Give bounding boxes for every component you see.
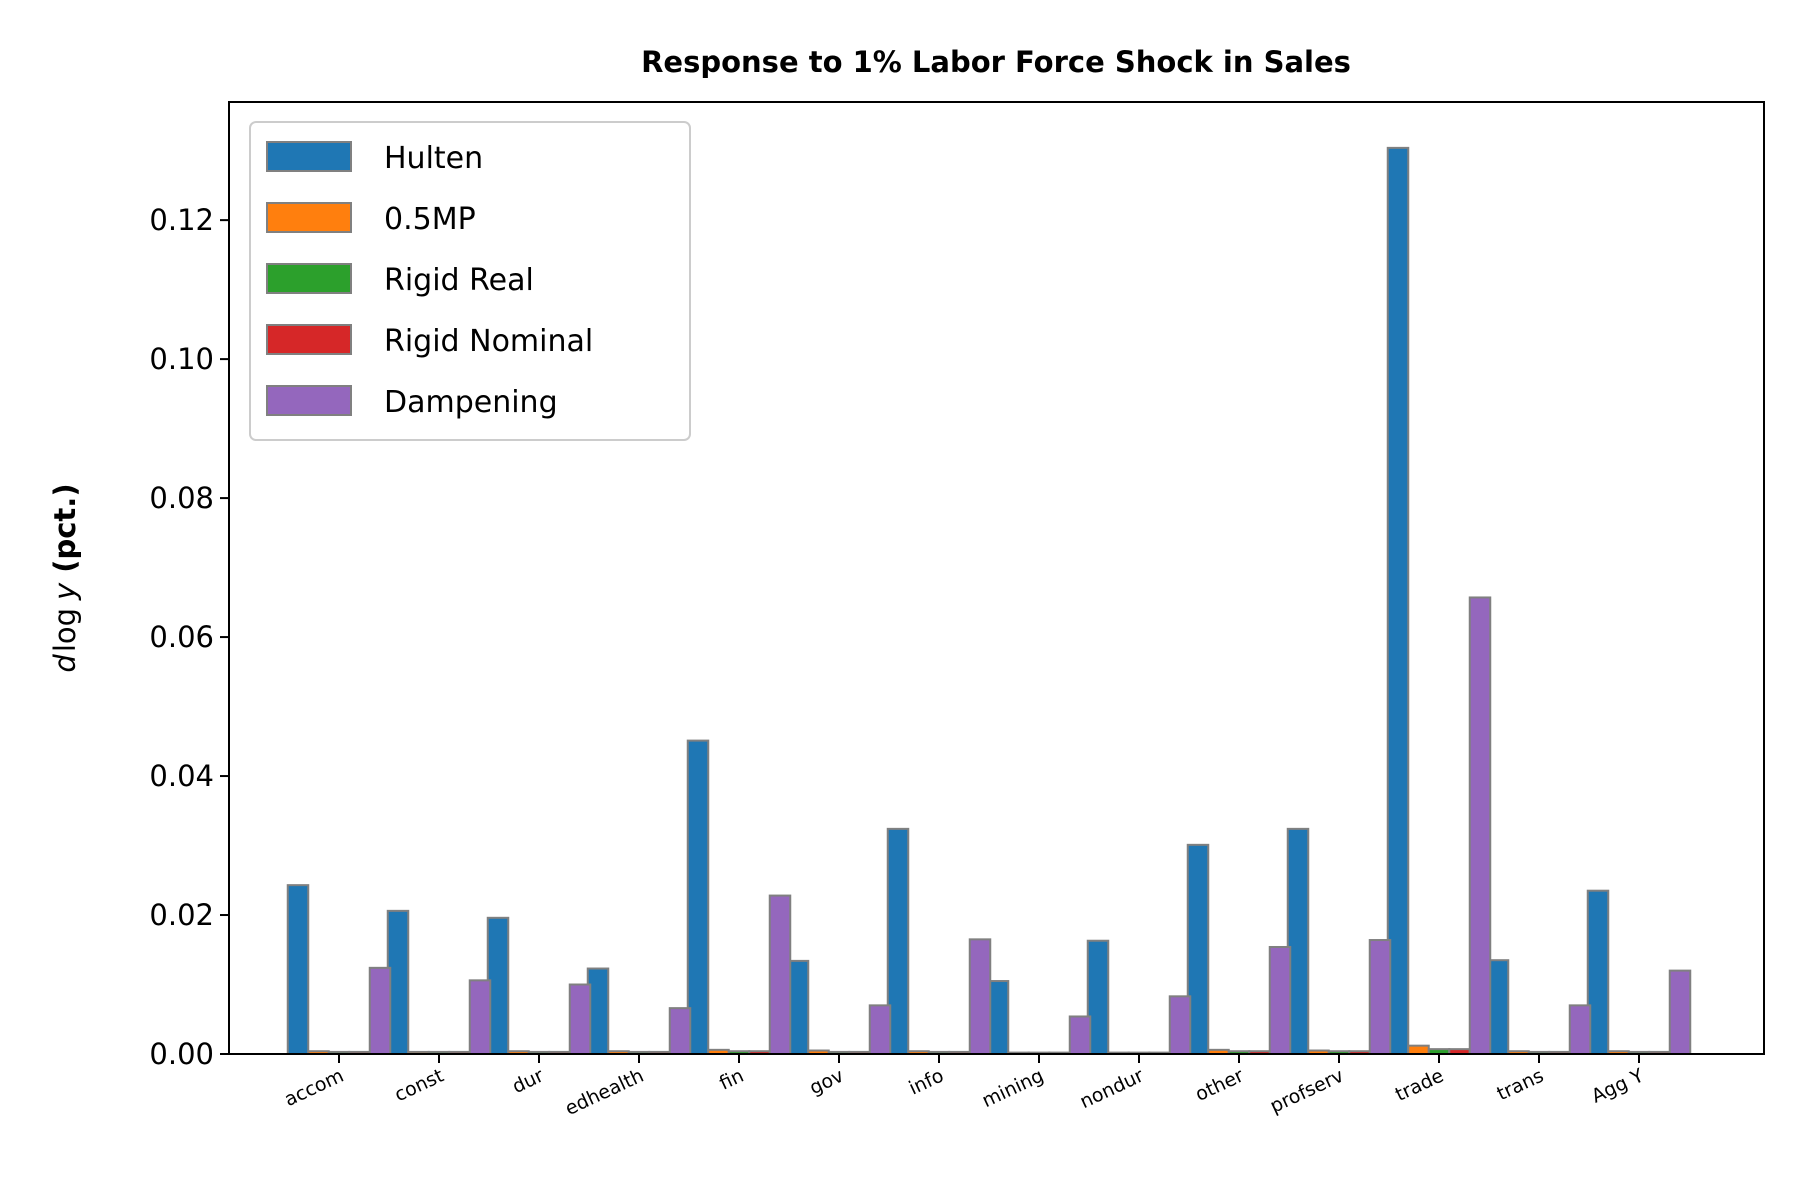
x-axis: accom const dur edhealth fin gov info mining non… [281,1054,1647,1120]
bar-dampening-dur [568,983,592,1055]
y-tick-label: 0.10 [149,342,214,376]
bar-hulten-accom [286,884,310,1055]
x-tick-label: other [1192,1065,1247,1106]
plot-area [286,146,1692,1056]
x-tick-label: trade [1392,1065,1447,1106]
y-tick-label: 0.08 [149,481,214,515]
bar-dampening-nondur [1168,995,1192,1056]
x-tick-label: nondur [1077,1065,1148,1114]
x-tick-label: const [391,1065,447,1107]
y-tick-label: 0.06 [149,620,214,654]
x-tick-label: info [906,1065,948,1100]
y-label-var: y [48,582,82,601]
legend-label: Dampening [384,385,558,420]
legend-swatch [266,202,352,233]
bar-dampening-profserv [1368,939,1392,1056]
y-tick-label: 0.02 [149,898,214,932]
bar-hulten-fin [686,739,710,1055]
bar-dampening-other [1268,945,1292,1056]
x-tick-label: mining [979,1065,1047,1113]
x-tick-label: gov [806,1065,847,1100]
legend-label: Hulten [384,141,483,176]
x-tick-label: edhealth [562,1065,647,1120]
bar-dampening-trans [1568,1004,1592,1055]
x-tick-label: profserv [1267,1065,1347,1118]
bar-dampening-mining [1068,1015,1092,1055]
axes-frame [228,101,1765,1055]
x-tick-label: accom [281,1065,347,1111]
legend-label: Rigid Real [384,263,534,298]
x-tick-label: Agg Y [1588,1064,1647,1107]
x-tick-label: trans [1494,1065,1548,1106]
bar-dampening-info [968,938,992,1056]
legend-swatch [266,385,352,416]
legend-swatch [266,141,352,172]
bar-dampening-const [468,979,492,1056]
legend: Hulten 0.5MP Rigid Real Rigid Nominal Dampen… [249,121,691,441]
y-label-unit: (pct.) [48,483,82,572]
chart-title: Response to 1% Labor Force Shock in Sale… [641,45,1351,79]
legend-swatch [266,263,352,294]
bar-hulten-trade [1386,146,1410,1055]
bar-dampening-trade [1468,596,1492,1055]
y-tick-label: 0.12 [149,203,214,237]
bar-dampening-agg-y [1668,969,1692,1056]
x-tick-label: dur [509,1065,547,1099]
legend-label: 0.5MP [384,202,476,237]
legend-box [249,121,691,441]
y-axis-label: d log y (pct.) [48,483,82,672]
y-label-d: d [48,654,82,673]
legend-swatch [266,324,352,355]
x-tick-label: fin [716,1065,747,1095]
bar-dampening-fin [768,894,792,1055]
y-axis: 0.00 0.02 0.04 0.06 0.08 0.10 0.12 [149,203,229,1071]
bar-dampening-gov [868,1004,892,1055]
bar-dampening-edhealth [668,1007,692,1055]
bar-0-5mp-trade [1407,1044,1430,1055]
y-tick-label: 0.04 [149,759,214,793]
legend-label: Rigid Nominal [384,324,593,359]
bar-dampening-accom [368,966,392,1055]
y-label-log: log [48,608,82,652]
y-tick-label: 0.00 [149,1037,214,1071]
